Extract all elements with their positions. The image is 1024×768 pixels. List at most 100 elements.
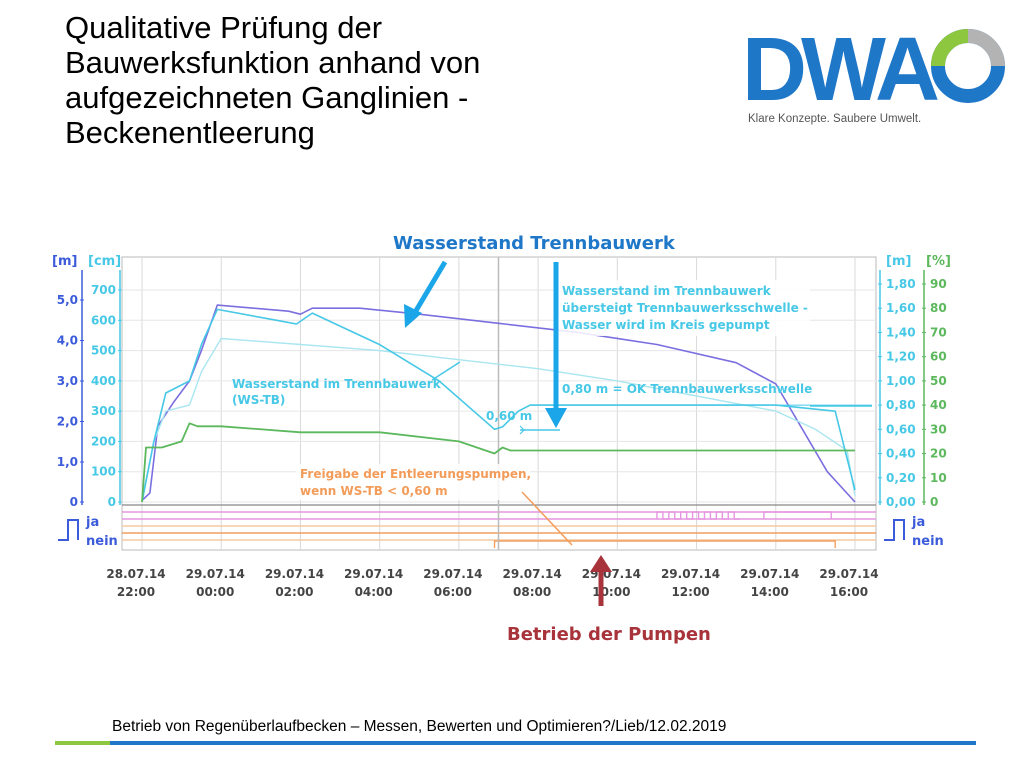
- x-tick-time: 06:00: [434, 585, 472, 599]
- left-m-tick: 3,0: [57, 374, 78, 388]
- x-tick-date: 29.07.14: [819, 567, 878, 581]
- left-cm-tick: 500: [91, 344, 116, 358]
- right-m-tick: 0,00: [886, 495, 916, 509]
- step-signal-icon: [884, 519, 905, 541]
- slide-title: Qualitative Prüfung der Bauwerksfunktion…: [65, 10, 665, 150]
- footer-text: Betrieb von Regenüberlaufbecken – Messen…: [112, 718, 727, 735]
- right-pct-tick: 80: [930, 301, 947, 315]
- left-cm-tick: 300: [91, 404, 116, 418]
- right-m-tick: 1,00: [886, 374, 916, 388]
- title-line: Qualitative Prüfung der: [65, 10, 383, 45]
- right-axis-pct: 90 80 70 60 50 40 30 20 10 0: [922, 270, 947, 509]
- digital-signal-area: [122, 257, 876, 550]
- right-pct-tick: 40: [930, 398, 947, 412]
- level-060-annotation: 0,60 m: [486, 409, 560, 435]
- left-axis-cm: 700 600 500 400 300 200 100 0: [91, 270, 122, 509]
- title-line: Bauwerksfunktion anhand von: [65, 45, 481, 80]
- x-tick-time: 08:00: [513, 585, 551, 599]
- arrow-up-icon: [590, 555, 612, 606]
- title-line: Beckenentleerung: [65, 115, 315, 150]
- right-axis-m: 1,80 1,60 1,40 1,20 1,00 0,80 0,60 0,40 0,20 0,00: [878, 270, 916, 509]
- kreis-line1: Wasserstand im Trennbauwerk: [562, 284, 772, 298]
- right-m-tick: 0,80: [886, 398, 916, 412]
- right-m-tick: 0,60: [886, 422, 916, 436]
- x-tick-date: 29.07.14: [582, 567, 641, 581]
- right-m-unit: [m]: [886, 254, 911, 269]
- right-ja-label: ja: [911, 515, 925, 530]
- kreis-annotation: Wasserstand im Trennbauwerk übersteigt T…: [558, 280, 810, 336]
- x-tick-date: 29.07.14: [344, 567, 403, 581]
- kreis-line2: übersteigt Trennbauwerksschwelle -: [562, 301, 808, 315]
- left-cm-tick: 200: [91, 434, 116, 448]
- freigabe-line1: Freigabe der Entleerungspumpen,: [300, 467, 531, 481]
- right-pct-tick: 0: [930, 495, 938, 509]
- left-cm-tick: 400: [91, 374, 116, 388]
- series-line: [141, 304, 856, 503]
- right-pct-tick: 60: [930, 350, 947, 364]
- step-signal-icon: [58, 519, 79, 541]
- freigabe-annotation: Freigabe der Entleerungspumpen, wenn WS-…: [296, 464, 573, 546]
- kreis-line3: Wasser wird im Kreis gepumpt: [562, 318, 770, 332]
- series-layer: [141, 304, 872, 503]
- x-tick-time: 22:00: [117, 585, 155, 599]
- left-cm-tick: 0: [108, 495, 116, 509]
- right-m-tick: 0,40: [886, 447, 916, 461]
- x-tick-date: 29.07.14: [423, 567, 482, 581]
- release-signal-trace: [493, 540, 836, 548]
- left-nein-label: nein: [86, 534, 118, 549]
- arrow-down-left-icon: [404, 260, 448, 328]
- left-m-tick: 4,0: [57, 334, 78, 348]
- x-tick-date: 29.07.14: [186, 567, 245, 581]
- x-axis: 28.07.14 22:00 29.07.14 00:00 29.07.14 02:00 2…: [106, 567, 878, 599]
- schwelle-annotation: 0,80 m = OK Trennbauwerksschwelle: [562, 382, 872, 407]
- x-tick-time: 14:00: [751, 585, 789, 599]
- footer-accent-blue: [110, 741, 976, 745]
- x-tick-date: 29.07.14: [503, 567, 562, 581]
- dwa-logo: DWA Klare Konzepte. Saubere Umwelt.: [742, 20, 1005, 125]
- ws-tb-line1: Wasserstand im Trennbauwerk: [232, 377, 442, 391]
- level-060-label: 0,60 m: [486, 409, 532, 423]
- right-m-tick: 1,40: [886, 325, 916, 339]
- logo-ring-icon: [931, 29, 1005, 103]
- right-pct-tick: 20: [930, 447, 947, 461]
- logo-wordmark: DWA: [742, 20, 938, 120]
- wasserstand-callout-label: Wasserstand Trennbauwerk: [393, 233, 676, 254]
- x-tick-time: 10:00: [592, 585, 630, 599]
- left-m-unit: [m]: [52, 254, 77, 269]
- left-cm-unit: [cm]: [88, 254, 121, 269]
- ws-tb-annotation: Wasserstand im Trennbauwerk (WS-TB): [232, 361, 461, 407]
- series-line: [141, 422, 855, 503]
- right-pct-tick: 70: [930, 325, 947, 339]
- left-cm-tick: 600: [91, 313, 116, 327]
- left-m-tick: 1,0: [57, 455, 78, 469]
- left-m-tick: 5,0: [57, 293, 78, 307]
- right-m-tick: 1,60: [886, 301, 916, 315]
- schwelle-label: 0,80 m = OK Trennbauwerksschwelle: [562, 382, 812, 396]
- arrow-down-icon: [545, 262, 567, 428]
- left-cm-tick: 100: [91, 465, 116, 479]
- x-tick-date: 29.07.14: [661, 567, 720, 581]
- pump-pulse-trace: [656, 511, 741, 520]
- right-pct-tick: 10: [930, 471, 947, 485]
- x-tick-date: 29.07.14: [740, 567, 799, 581]
- right-m-tick: 1,20: [886, 350, 916, 364]
- right-nein-label: nein: [912, 534, 944, 549]
- footer-accent-green: [55, 741, 110, 745]
- left-axis-m: 5,0 4,0 3,0 2,0 1,0 0: [57, 270, 84, 509]
- x-tick-time: 16:00: [830, 585, 868, 599]
- left-m-tick: 2,0: [57, 415, 78, 429]
- freigabe-line2: wenn WS-TB < 0,60 m: [300, 484, 448, 498]
- series-line: [141, 337, 856, 500]
- x-tick-date: 28.07.14: [106, 567, 165, 581]
- x-tick-time: 04:00: [355, 585, 393, 599]
- x-tick-date: 29.07.14: [265, 567, 324, 581]
- left-m-tick: 0: [70, 495, 78, 509]
- logo-slogan: Klare Konzepte. Saubere Umwelt.: [748, 113, 921, 125]
- right-pct-tick: 90: [930, 277, 947, 291]
- x-tick-time: 02:00: [275, 585, 313, 599]
- ws-tb-line2: (WS-TB): [232, 393, 285, 407]
- title-line: aufgezeichneten Ganglinien -: [65, 80, 469, 115]
- left-ja-label: ja: [85, 515, 99, 530]
- right-pct-unit: [%]: [926, 254, 951, 269]
